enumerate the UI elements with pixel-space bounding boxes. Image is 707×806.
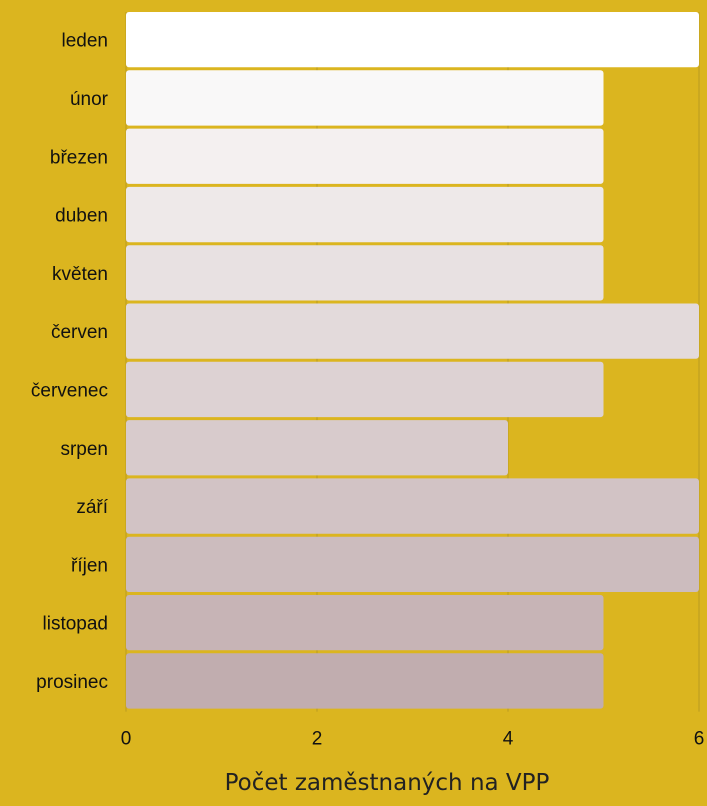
bar-únor[interactable] — [126, 70, 604, 126]
category-label: srpen — [60, 439, 108, 460]
category-label: leden — [62, 31, 109, 52]
category-label: únor — [70, 89, 109, 110]
bar-říjen[interactable] — [126, 536, 699, 592]
x-tick-labels: 0 2 4 6 — [121, 729, 705, 750]
bar-září[interactable] — [126, 478, 699, 534]
category-label: březen — [50, 147, 108, 168]
x-tick-label: 4 — [503, 729, 514, 750]
category-label: květen — [52, 264, 108, 285]
category-labels: leden únor březen duben květen červen červenec… — [31, 31, 109, 693]
bar-prosinec[interactable] — [126, 653, 604, 709]
bar-duben[interactable] — [126, 186, 604, 243]
bars — [126, 12, 699, 709]
category-label: červenec — [31, 380, 108, 401]
x-axis-title: Počet zaměstnaných na VPP — [225, 770, 550, 796]
bar-srpen[interactable] — [126, 420, 508, 476]
bar-červen[interactable] — [126, 303, 699, 359]
bar-březen[interactable] — [126, 128, 604, 184]
category-label: září — [76, 497, 108, 518]
bar-květen[interactable] — [126, 245, 604, 301]
category-label: listopad — [43, 614, 109, 635]
bar-listopad[interactable] — [126, 595, 604, 651]
x-tick-label: 6 — [694, 729, 705, 750]
category-label: prosinec — [36, 672, 108, 693]
category-label: červen — [51, 322, 108, 343]
x-tick-label: 2 — [312, 729, 323, 750]
category-label: říjen — [71, 555, 108, 576]
category-label: duben — [55, 206, 108, 227]
bar-leden[interactable] — [126, 12, 699, 68]
x-tick-label: 0 — [121, 729, 132, 750]
bar-červenec[interactable] — [126, 361, 604, 418]
